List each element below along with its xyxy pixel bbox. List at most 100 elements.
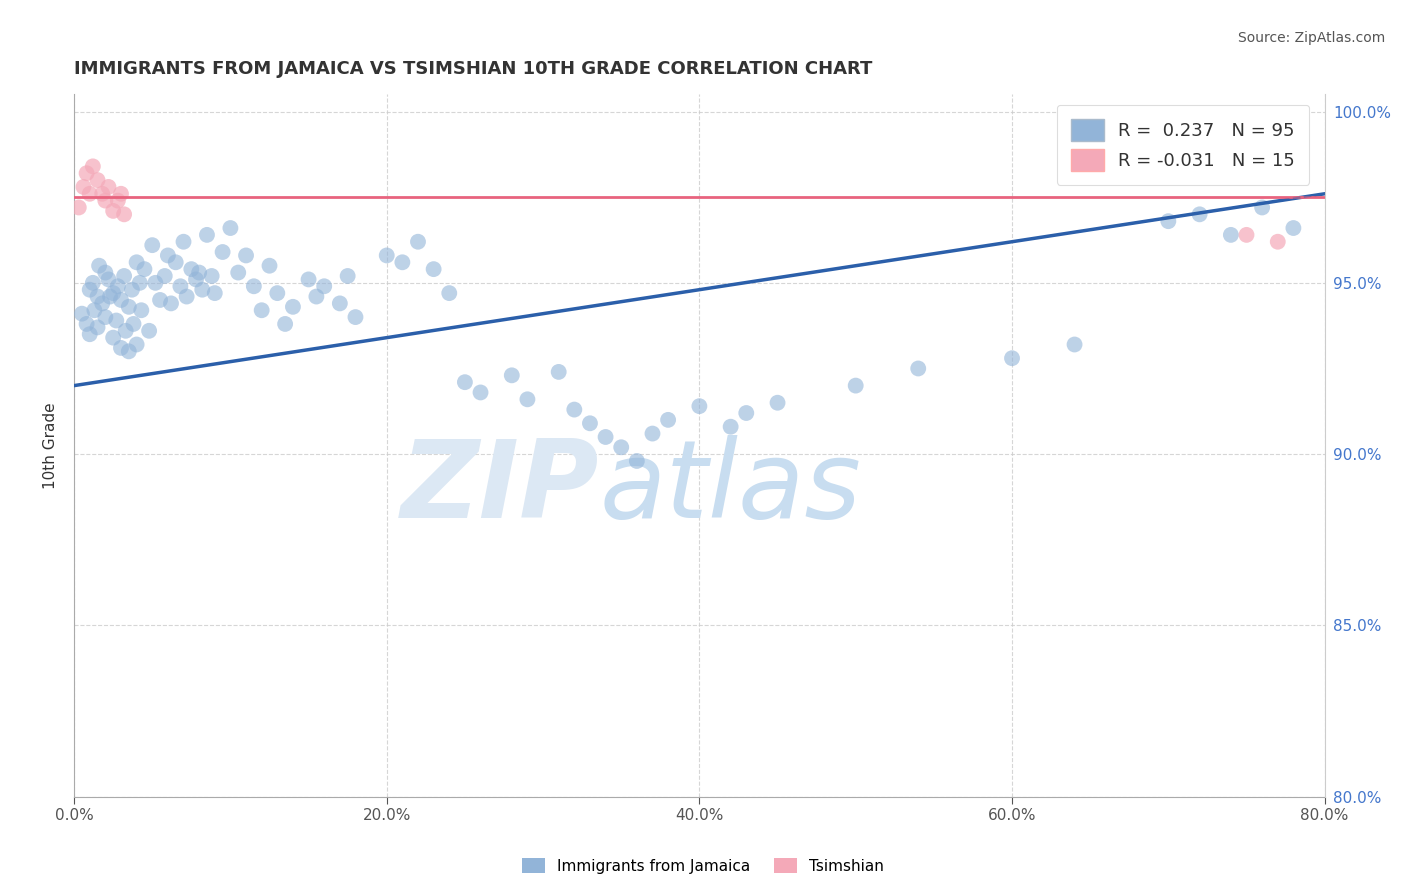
Point bbox=[688, 399, 710, 413]
Point bbox=[250, 303, 273, 318]
Point bbox=[191, 283, 214, 297]
Point bbox=[281, 300, 304, 314]
Point bbox=[118, 300, 141, 314]
Y-axis label: 10th Grade: 10th Grade bbox=[44, 402, 58, 489]
Point bbox=[128, 276, 150, 290]
Point bbox=[422, 262, 444, 277]
Point bbox=[86, 289, 108, 303]
Point bbox=[470, 385, 492, 400]
Point bbox=[406, 235, 429, 249]
Point bbox=[176, 289, 198, 303]
Point bbox=[314, 279, 336, 293]
Point bbox=[595, 430, 617, 444]
Point bbox=[110, 293, 132, 307]
Point bbox=[626, 454, 648, 468]
Point bbox=[180, 262, 202, 277]
Point bbox=[70, 307, 93, 321]
Point bbox=[105, 313, 128, 327]
Point bbox=[110, 341, 132, 355]
Point bbox=[86, 320, 108, 334]
Point bbox=[336, 268, 359, 283]
Point bbox=[219, 221, 242, 235]
Point bbox=[243, 279, 266, 293]
Point bbox=[131, 303, 153, 318]
Point bbox=[547, 365, 569, 379]
Point bbox=[98, 289, 121, 303]
Point bbox=[329, 296, 352, 310]
Point bbox=[344, 310, 367, 324]
Point bbox=[391, 255, 413, 269]
Point bbox=[375, 248, 398, 262]
Point bbox=[1282, 221, 1305, 235]
Point bbox=[1188, 207, 1211, 221]
Text: Source: ZipAtlas.com: Source: ZipAtlas.com bbox=[1237, 31, 1385, 45]
Point bbox=[86, 173, 108, 187]
Point bbox=[82, 276, 104, 290]
Point bbox=[110, 186, 132, 201]
Point bbox=[91, 186, 114, 201]
Point bbox=[125, 255, 148, 269]
Point bbox=[156, 248, 179, 262]
Point bbox=[845, 378, 868, 392]
Point bbox=[101, 331, 124, 345]
Point bbox=[79, 283, 101, 297]
Point bbox=[67, 201, 90, 215]
Point bbox=[122, 317, 145, 331]
Point bbox=[297, 272, 319, 286]
Point bbox=[188, 266, 211, 280]
Point bbox=[91, 296, 114, 310]
Point bbox=[274, 317, 297, 331]
Point bbox=[107, 194, 129, 208]
Point bbox=[211, 245, 233, 260]
Point bbox=[305, 289, 328, 303]
Point bbox=[641, 426, 664, 441]
Point bbox=[735, 406, 758, 420]
Point bbox=[79, 186, 101, 201]
Legend: Immigrants from Jamaica, Tsimshian: Immigrants from Jamaica, Tsimshian bbox=[516, 852, 890, 880]
Point bbox=[87, 259, 110, 273]
Legend: R =  0.237   N = 95, R = -0.031   N = 15: R = 0.237 N = 95, R = -0.031 N = 15 bbox=[1057, 105, 1309, 185]
Point bbox=[501, 368, 523, 383]
Point bbox=[439, 286, 461, 301]
Point bbox=[266, 286, 288, 301]
Point bbox=[173, 235, 195, 249]
Point bbox=[83, 303, 105, 318]
Point bbox=[145, 276, 167, 290]
Point bbox=[766, 395, 789, 409]
Point bbox=[165, 255, 187, 269]
Point bbox=[149, 293, 172, 307]
Point bbox=[94, 194, 117, 208]
Point bbox=[169, 279, 191, 293]
Point bbox=[579, 417, 602, 431]
Point bbox=[204, 286, 226, 301]
Point bbox=[1267, 235, 1289, 249]
Point bbox=[112, 268, 135, 283]
Point bbox=[138, 324, 160, 338]
Point bbox=[907, 361, 929, 376]
Point bbox=[101, 286, 124, 301]
Point bbox=[516, 392, 538, 407]
Point bbox=[201, 268, 224, 283]
Point bbox=[125, 337, 148, 351]
Text: ZIP: ZIP bbox=[401, 434, 599, 541]
Point bbox=[235, 248, 257, 262]
Point bbox=[1236, 227, 1258, 242]
Point bbox=[1251, 201, 1274, 215]
Point bbox=[101, 203, 124, 218]
Point bbox=[76, 166, 98, 180]
Point bbox=[72, 180, 94, 194]
Point bbox=[259, 259, 281, 273]
Text: atlas: atlas bbox=[599, 435, 862, 541]
Point bbox=[94, 310, 117, 324]
Point bbox=[79, 327, 101, 342]
Point bbox=[114, 324, 136, 338]
Point bbox=[1001, 351, 1024, 366]
Point bbox=[118, 344, 141, 359]
Text: IMMIGRANTS FROM JAMAICA VS TSIMSHIAN 10TH GRADE CORRELATION CHART: IMMIGRANTS FROM JAMAICA VS TSIMSHIAN 10T… bbox=[75, 60, 873, 78]
Point bbox=[1063, 337, 1085, 351]
Point bbox=[160, 296, 183, 310]
Point bbox=[562, 402, 585, 417]
Point bbox=[97, 180, 120, 194]
Point bbox=[94, 266, 117, 280]
Point bbox=[134, 262, 156, 277]
